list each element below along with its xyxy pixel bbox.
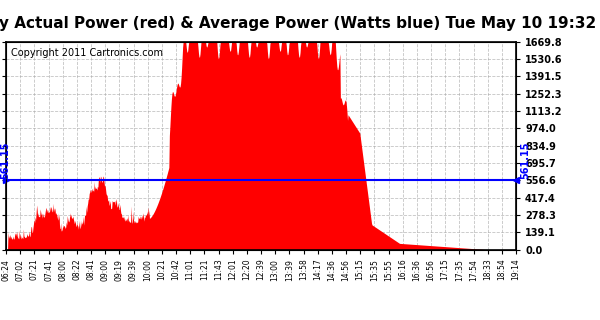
Text: 561.15: 561.15 (520, 141, 530, 179)
Text: 561.15: 561.15 (0, 141, 10, 179)
Text: Copyright 2011 Cartronics.com: Copyright 2011 Cartronics.com (11, 48, 163, 58)
Text: East Array Actual Power (red) & Average Power (Watts blue) Tue May 10 19:32: East Array Actual Power (red) & Average … (0, 16, 596, 31)
